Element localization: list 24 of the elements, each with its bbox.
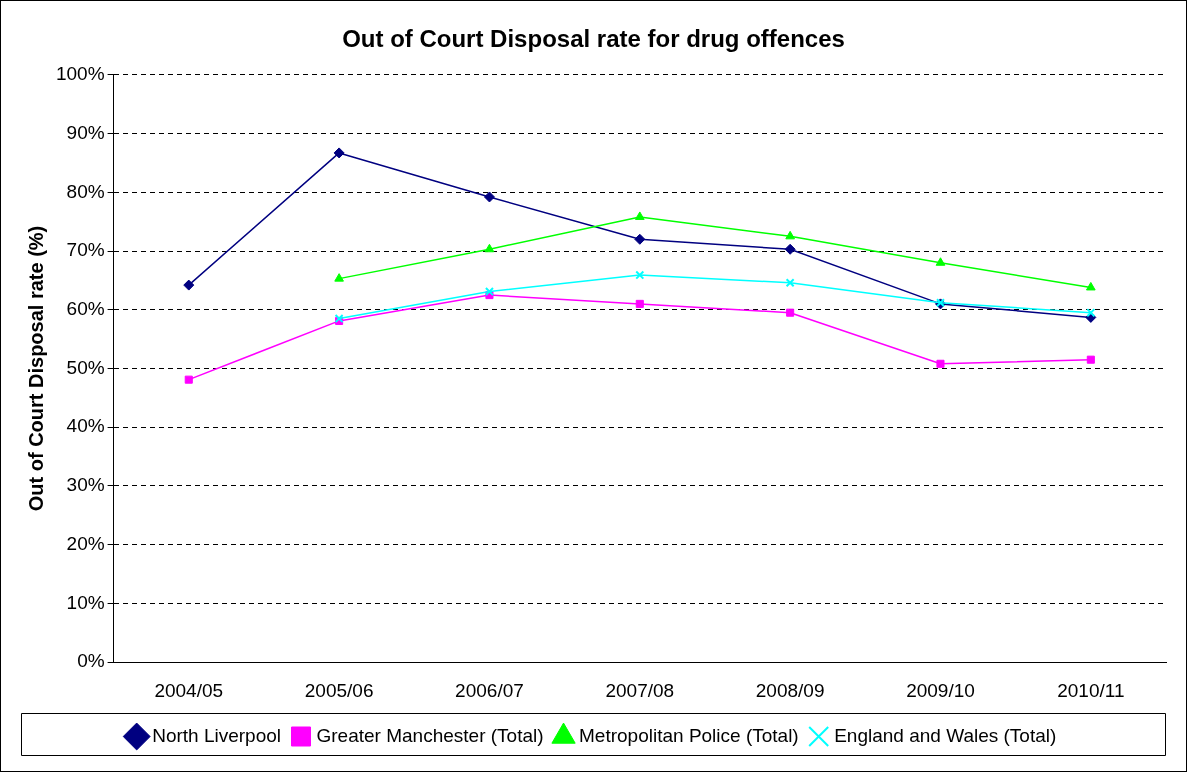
y-tick-label: 20%	[66, 532, 105, 554]
y-tick-label: 100%	[55, 63, 105, 85]
chart-title: Out of Court Disposal rate for drug offences	[342, 25, 845, 53]
x-tick-label: 2005/06	[304, 679, 374, 701]
y-tick-label: 80%	[66, 180, 105, 202]
y-tick-label: 40%	[66, 415, 105, 437]
y-tick-label: 0%	[77, 650, 105, 672]
x-tick-label: 2004/05	[154, 679, 224, 701]
legend-label: Greater Manchester (Total)	[316, 724, 544, 746]
x-tick-label: 2009/10	[906, 679, 975, 701]
y-tick-label: 10%	[66, 591, 105, 613]
y-axis-title: Out of Court Disposal rate (%)	[24, 225, 47, 512]
x-tick-label: 2008/09	[755, 679, 825, 701]
y-tick-label: 90%	[66, 121, 105, 143]
x-tick-label: 2007/08	[605, 679, 675, 701]
x-tick-label: 2006/07	[455, 679, 524, 701]
legend-label: North Liverpool	[152, 724, 282, 746]
x-tick-label: 2010/11	[1057, 679, 1125, 701]
legend-label: Metropolitan Police (Total)	[579, 724, 799, 746]
y-tick-label: 70%	[66, 239, 105, 261]
y-tick-label: 30%	[66, 474, 105, 496]
y-tick-label: 60%	[66, 297, 105, 319]
y-tick-label: 50%	[66, 356, 105, 378]
legend-label: England and Wales (Total)	[834, 724, 1057, 746]
